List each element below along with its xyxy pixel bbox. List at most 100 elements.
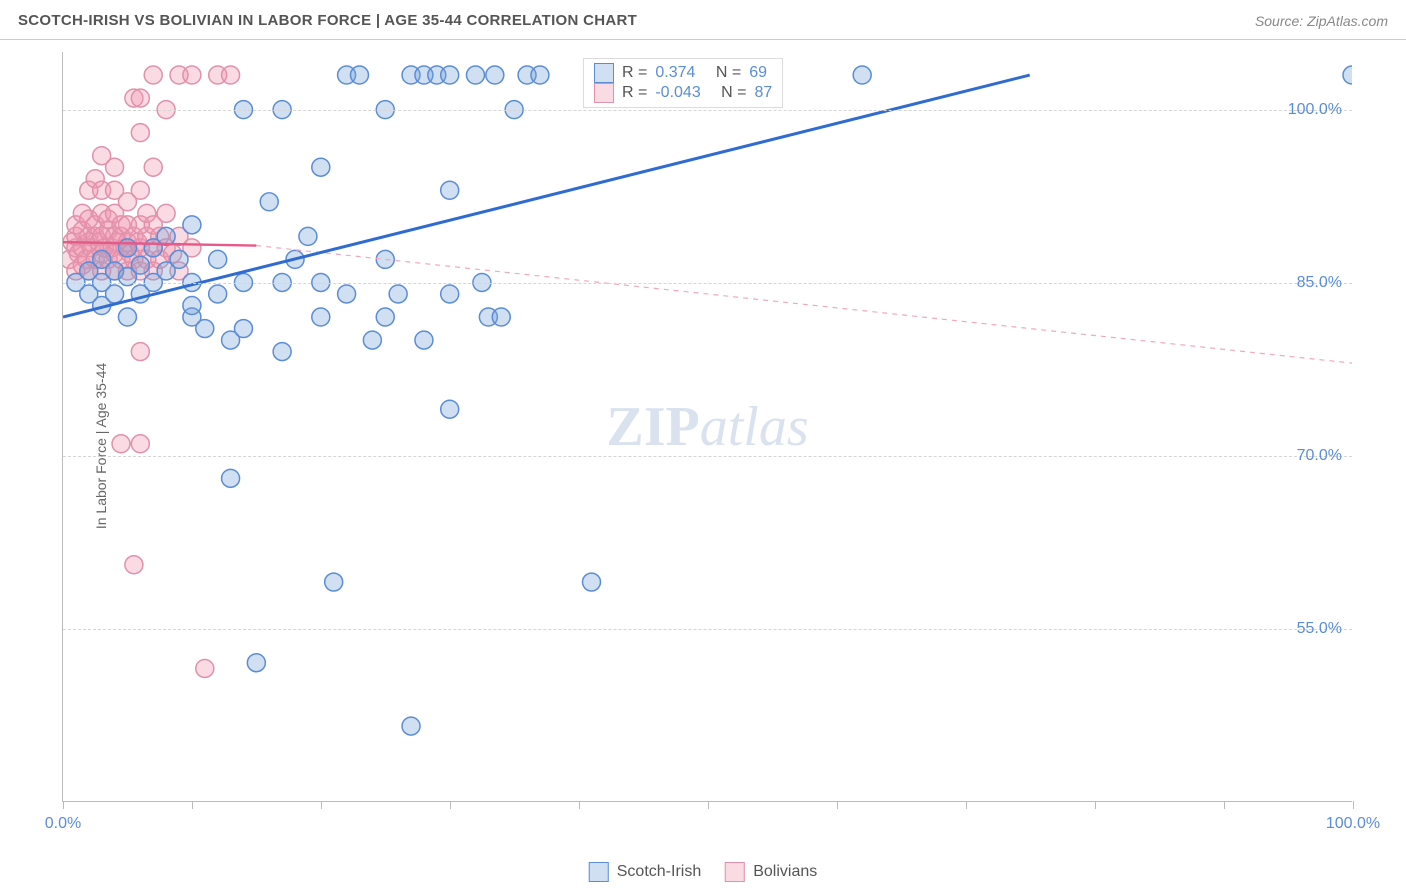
data-point <box>402 717 420 735</box>
data-point <box>118 239 136 257</box>
data-point <box>131 435 149 453</box>
n-label-1: N = <box>716 64 741 82</box>
data-point <box>441 181 459 199</box>
data-point <box>441 66 459 84</box>
data-point <box>273 343 291 361</box>
data-point <box>196 320 214 338</box>
x-tick <box>837 801 838 809</box>
data-point <box>312 308 330 326</box>
scatter-svg <box>63 52 1352 801</box>
n-value-2: 87 <box>755 84 773 102</box>
gridline <box>63 629 1352 630</box>
data-point <box>363 331 381 349</box>
r-value-2: -0.043 <box>655 84 700 102</box>
data-point <box>209 250 227 268</box>
y-tick-label: 70.0% <box>1297 447 1342 465</box>
x-tick <box>579 801 580 809</box>
x-tick-label: 100.0% <box>1326 815 1380 833</box>
data-point <box>312 158 330 176</box>
series-label-2: Bolivians <box>753 863 817 881</box>
correlation-legend-row-1: R = 0.374 N = 69 <box>594 63 772 83</box>
data-point <box>131 343 149 361</box>
data-point <box>144 158 162 176</box>
data-point <box>131 124 149 142</box>
data-point <box>183 66 201 84</box>
y-tick-label: 85.0% <box>1297 274 1342 292</box>
data-point <box>441 285 459 303</box>
x-tick <box>321 801 322 809</box>
data-point <box>222 469 240 487</box>
data-point <box>196 659 214 677</box>
data-point <box>209 285 227 303</box>
y-tick-label: 100.0% <box>1288 101 1342 119</box>
x-tick <box>1224 801 1225 809</box>
data-point <box>170 250 188 268</box>
data-point <box>125 556 143 574</box>
data-point <box>853 66 871 84</box>
series-legend: Scotch-Irish Bolivians <box>589 862 818 882</box>
x-tick <box>708 801 709 809</box>
x-tick <box>1095 801 1096 809</box>
data-point <box>131 181 149 199</box>
r-label-2: R = <box>622 84 647 102</box>
regression-line <box>63 75 1030 317</box>
data-point <box>338 285 356 303</box>
data-point <box>144 66 162 84</box>
series-label-1: Scotch-Irish <box>617 863 701 881</box>
data-point <box>325 573 343 591</box>
data-point <box>466 66 484 84</box>
data-point <box>441 400 459 418</box>
data-point <box>112 435 130 453</box>
data-point <box>106 285 124 303</box>
data-point <box>260 193 278 211</box>
data-point <box>157 204 175 222</box>
legend-swatch-scotch-irish-bottom <box>589 862 609 882</box>
data-point <box>106 158 124 176</box>
x-tick-label: 0.0% <box>45 815 81 833</box>
data-point <box>131 256 149 274</box>
x-tick <box>966 801 967 809</box>
legend-swatch-scotch-irish <box>594 63 614 83</box>
data-point <box>299 227 317 245</box>
y-tick-label: 55.0% <box>1297 620 1342 638</box>
r-value-1: 0.374 <box>655 64 695 82</box>
correlation-legend-row-2: R = -0.043 N = 87 <box>594 83 772 103</box>
data-point <box>118 308 136 326</box>
gridline <box>63 456 1352 457</box>
r-label-1: R = <box>622 64 647 82</box>
x-tick <box>450 801 451 809</box>
chart-title: SCOTCH-IRISH VS BOLIVIAN IN LABOR FORCE … <box>18 12 637 29</box>
legend-swatch-bolivians-bottom <box>725 862 745 882</box>
chart-source: Source: ZipAtlas.com <box>1255 13 1388 29</box>
data-point <box>486 66 504 84</box>
data-point <box>389 285 407 303</box>
data-point <box>222 66 240 84</box>
correlation-legend: R = 0.374 N = 69 R = -0.043 N = 87 <box>583 58 783 108</box>
data-point <box>247 654 265 672</box>
x-tick <box>63 801 64 809</box>
data-point <box>531 66 549 84</box>
chart-header: SCOTCH-IRISH VS BOLIVIAN IN LABOR FORCE … <box>0 0 1406 40</box>
data-point <box>234 320 252 338</box>
data-point <box>582 573 600 591</box>
data-point <box>376 250 394 268</box>
data-point <box>1343 66 1352 84</box>
gridline <box>63 283 1352 284</box>
data-point <box>492 308 510 326</box>
n-label-2: N = <box>721 84 746 102</box>
x-tick <box>192 801 193 809</box>
series-legend-item-1: Scotch-Irish <box>589 862 701 882</box>
x-tick <box>1353 801 1354 809</box>
data-point <box>415 331 433 349</box>
legend-swatch-bolivians <box>594 83 614 103</box>
data-point <box>183 297 201 315</box>
chart-container: SCOTCH-IRISH VS BOLIVIAN IN LABOR FORCE … <box>0 0 1406 892</box>
plot-area: ZIPatlas R = 0.374 N = 69 R = -0.043 N =… <box>62 52 1352 802</box>
gridline <box>63 110 1352 111</box>
data-point <box>376 308 394 326</box>
data-point <box>131 89 149 107</box>
n-value-1: 69 <box>749 64 767 82</box>
data-point <box>350 66 368 84</box>
series-legend-item-2: Bolivians <box>725 862 817 882</box>
data-point <box>183 216 201 234</box>
